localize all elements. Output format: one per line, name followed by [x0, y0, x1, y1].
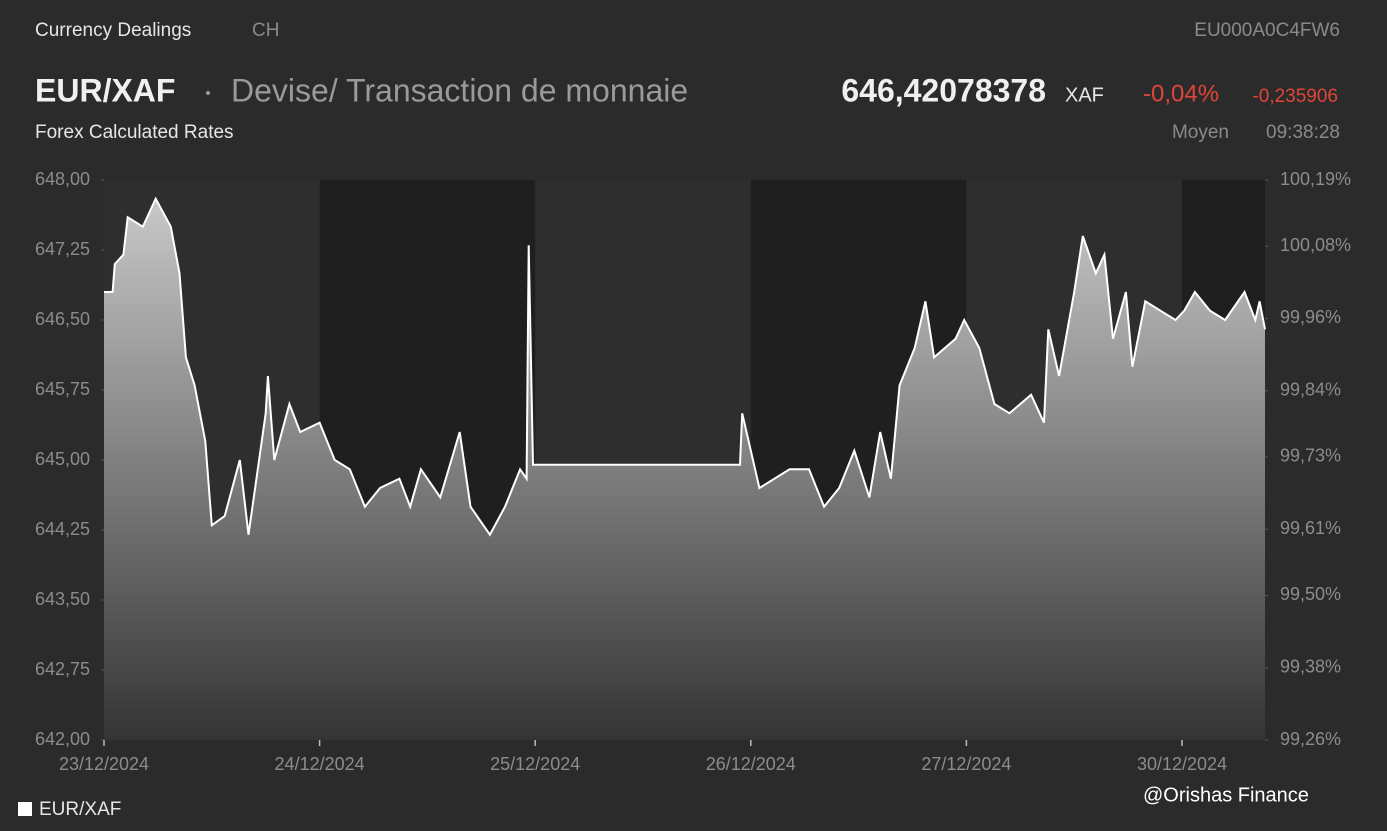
plot	[104, 196, 1266, 740]
y2-tick-label: 99,96%	[1280, 307, 1341, 327]
y-tick-label: 644,25	[35, 519, 90, 539]
change-percent: -0,04%	[1143, 80, 1219, 107]
x-tick-label: 25/12/2024	[490, 754, 580, 774]
symbol: EUR/XAF	[35, 72, 175, 108]
y2-tick-label: 99,73%	[1280, 446, 1341, 466]
y-tick-label: 645,00	[35, 449, 90, 469]
x-tick-label: 23/12/2024	[59, 754, 149, 774]
area-fill	[104, 198, 1265, 740]
y-tick-label: 642,75	[35, 659, 90, 679]
price: 646,42078378	[841, 72, 1046, 108]
price-type: Moyen	[1172, 122, 1229, 143]
y-tick-label: 646,50	[35, 309, 90, 329]
x-tick-label: 30/12/2024	[1137, 754, 1227, 774]
x-tick-label: 26/12/2024	[706, 754, 796, 774]
y-tick-label: 645,75	[35, 379, 90, 399]
legend-swatch	[18, 802, 32, 816]
y-tick-label: 648,00	[35, 169, 90, 189]
description: Devise/ Transaction de monnaie	[231, 72, 688, 108]
isin: EU000A0C4FW6	[1194, 20, 1340, 41]
separator	[206, 91, 210, 95]
time: 09:38:28	[1266, 122, 1340, 143]
y-tick-label: 642,00	[35, 729, 90, 749]
line	[104, 196, 1266, 537]
y2-tick-label: 99,84%	[1280, 380, 1341, 400]
section: Currency Dealings	[35, 20, 191, 41]
source: Forex Calculated Rates	[35, 122, 234, 143]
x-tick-label: 27/12/2024	[921, 754, 1011, 774]
y2-tick-label: 99,50%	[1280, 584, 1341, 604]
y-tick-label: 643,50	[35, 589, 90, 609]
y2-tick-label: 99,26%	[1280, 729, 1341, 749]
watermark: @Orishas Finance	[1143, 784, 1309, 806]
x-tick-label: 24/12/2024	[275, 754, 365, 774]
y2-tick-label: 100,08%	[1280, 235, 1351, 255]
currency: XAF	[1065, 84, 1104, 106]
legend-label: EUR/XAF	[39, 799, 121, 820]
change: -0,235906	[1252, 86, 1338, 107]
y-tick-label: 647,25	[35, 239, 90, 259]
y2-tick-label: 100,19%	[1280, 169, 1351, 189]
y2-tick-label: 99,61%	[1280, 518, 1341, 538]
y2-tick-label: 99,38%	[1280, 656, 1341, 676]
region: CH	[252, 20, 279, 41]
